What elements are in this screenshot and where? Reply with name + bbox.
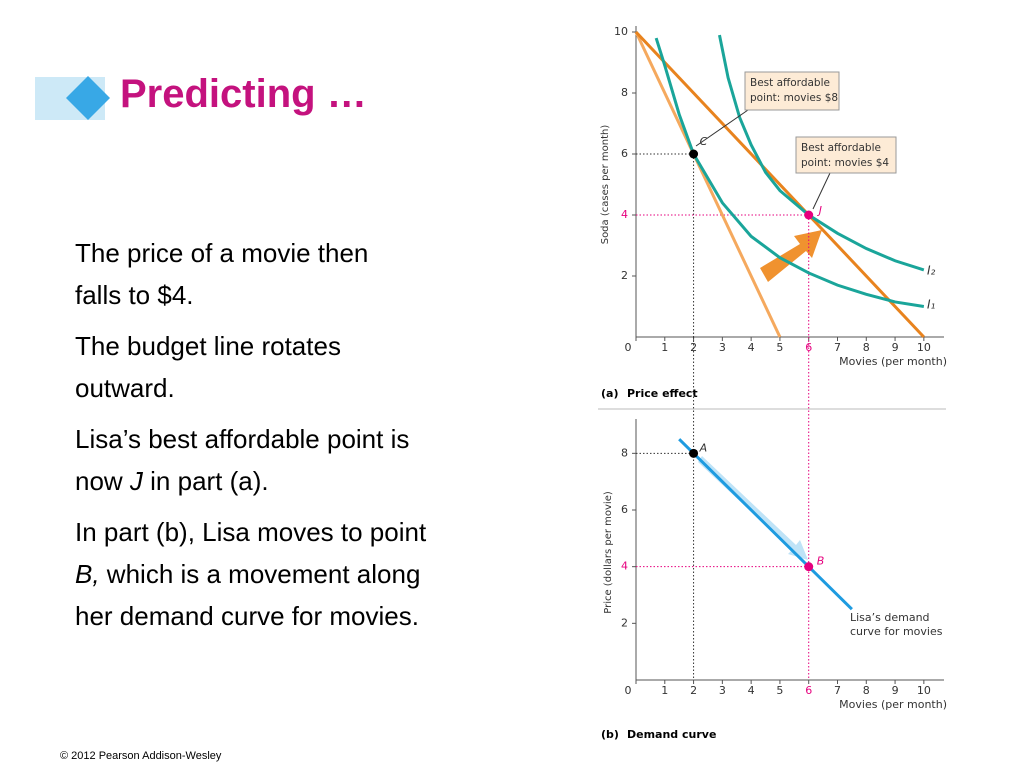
header-diamond [66,76,110,120]
leader-line [695,109,749,147]
point-label: A [699,441,708,454]
annotation-box [795,136,897,174]
y-tick-label: 2 [621,269,628,282]
annotation-text: point: movies $8 [750,92,838,104]
x-tick-label: 3 [719,684,726,697]
y-tick-label: 4 [621,208,628,221]
leader-line [812,172,831,210]
x-tick-label: 4 [748,341,755,354]
annotation-box [744,71,840,111]
series-label: curve for movies [850,625,943,638]
y-tick-label: 10 [614,25,628,38]
text-line: B, which is a movement along [75,553,545,595]
x-tick-label: 5 [776,341,783,354]
series-line [634,30,925,339]
caption-tag: (b) [601,728,619,741]
paragraph: In part (b), Lisa moves to point B, whic… [75,511,545,637]
footer: © 2012 Pearson Addison-Wesley [60,750,222,762]
x-tick-label: 3 [719,341,726,354]
caption-text: Demand curve [627,728,716,741]
x-tick-label: 7 [834,341,841,354]
x-tick-label: 7 [834,684,841,697]
y-tick-label: 4 [621,560,628,573]
caption-text: Price effect [627,387,698,400]
point-label: J [817,204,822,217]
series-line [654,37,925,308]
y-tick-label: 8 [621,86,628,99]
x-tick-label: 9 [892,341,899,354]
x-tick-label: 10 [917,341,931,354]
annotation-text: Best affordable [801,142,881,154]
series-line [634,31,782,338]
x-tick-label: 8 [863,684,870,697]
series-label: I₂ [927,264,936,278]
text: now [75,466,130,496]
x-tick-label: 2 [690,684,697,697]
x-tick-label: 0 [625,341,632,354]
caption-tag: (a) [601,387,618,400]
slide-body: The price of a movie then falls to $4. T… [75,232,545,646]
annotation-text: point: movies $4 [801,157,889,169]
point-label: C [700,135,708,148]
x-axis-label: Movies (per month) [839,698,947,711]
x-tick-label: 5 [776,684,783,697]
paragraph: The budget line rotates outward. [75,325,545,409]
series-line [718,34,925,272]
shift-arrow [760,230,822,282]
annotation-text: Best affordable [750,77,830,89]
series-line [678,438,853,611]
x-tick-label: 1 [661,341,668,354]
series-label: I₁ [927,298,936,312]
y-tick-label: 6 [621,147,628,160]
text: in part (a). [142,466,269,496]
text-line: her demand curve for movies. [75,601,419,631]
point [689,448,699,458]
series-label: Lisa’s demand [850,611,930,624]
text: which is a movement along [99,559,421,589]
x-tick-label: 1 [661,684,668,697]
y-tick-label: 6 [621,503,628,516]
text-line: outward. [75,373,175,403]
point [804,562,814,572]
y-tick-label: 8 [621,446,628,459]
text-line: now J in part (a). [75,460,545,502]
text-line: The price of a movie then [75,238,369,268]
x-tick-label: 4 [748,684,755,697]
slide-title: Predicting … [120,72,367,116]
point [804,210,814,220]
x-axis-label: Movies (per month) [839,355,947,368]
x-tick-label: 9 [892,684,899,697]
movement-arrow [698,456,808,560]
y-axis-label: Soda (cases per month) [600,125,611,245]
point [689,149,699,159]
italic-text: J [129,466,143,496]
x-tick-label: 10 [917,684,931,697]
text-line: Lisa’s best affordable point is [75,424,410,454]
x-tick-label: 6 [805,684,812,697]
y-axis-label: Price (dollars per movie) [603,491,614,614]
paragraph: The price of a movie then falls to $4. [75,232,545,316]
paragraph: Lisa’s best affordable point is now J in… [75,418,545,502]
text-line: falls to $4. [75,280,194,310]
text-line: In part (b), Lisa moves to point [75,517,427,547]
text-line: The budget line rotates [75,331,341,361]
italic-text: B, [75,559,100,589]
x-tick-label: 8 [863,341,870,354]
y-tick-label: 2 [621,616,628,629]
x-tick-label: 0 [625,684,632,697]
point-label: B [817,555,825,568]
